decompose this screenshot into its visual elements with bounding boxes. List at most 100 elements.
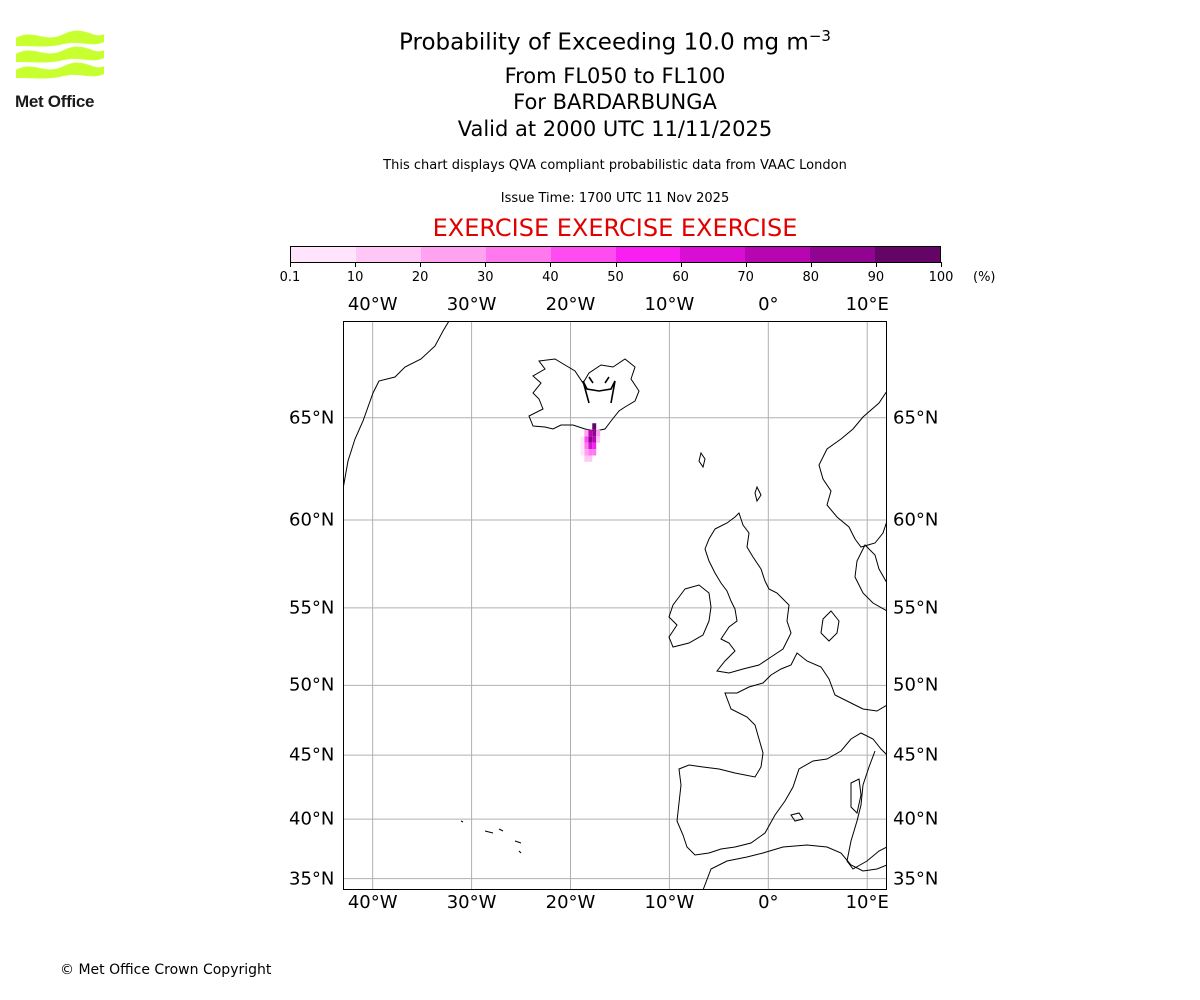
plume-cell <box>588 455 593 462</box>
faroe-coast <box>698 451 706 469</box>
colorbar-segment-9 <box>875 247 941 262</box>
colorbar-tick-label: 30 <box>477 270 494 285</box>
colorbar-tick <box>941 262 942 267</box>
colorbar-tick-label: 60 <box>672 270 689 285</box>
continental-europe-coast <box>676 652 887 856</box>
colorbar <box>290 246 941 263</box>
azores-coast <box>460 820 522 854</box>
colorbar-tick-label: 0.1 <box>279 270 301 285</box>
sweden-coast <box>854 544 887 612</box>
valid-time: Valid at 2000 UTC 11/11/2025 <box>457 117 773 141</box>
plume-cell <box>580 436 585 443</box>
lat-label-left: 55°N <box>289 597 335 619</box>
lat-label-left: 65°N <box>289 407 335 429</box>
plume-cell <box>584 449 589 456</box>
plume-cell <box>596 429 601 437</box>
lon-label-top: 10°W <box>644 294 695 315</box>
colorbar-tick <box>875 262 877 267</box>
colorbar-tick-label: 90 <box>867 270 885 285</box>
lon-label-top: 20°W <box>545 294 596 315</box>
lat-label-left: 60°N <box>289 509 335 531</box>
flight-level-range: From FL050 to FL100 <box>504 64 726 88</box>
north-africa-coast <box>702 844 887 890</box>
colorbar-tick <box>485 262 487 267</box>
lon-label-top: 30°W <box>446 294 497 315</box>
plume-cell <box>592 436 597 443</box>
colorbar-segment-3 <box>485 247 551 262</box>
lat-label-left: 50°N <box>289 674 335 696</box>
colorbar-tick <box>810 262 812 267</box>
lat-label-left: 35°N <box>289 868 335 890</box>
title-superscript: −3 <box>808 27 831 45</box>
plume-cell <box>592 449 597 456</box>
shetland-coast <box>754 485 762 503</box>
colorbar-tick-label: 20 <box>411 270 429 285</box>
lat-label-right: 60°N <box>893 509 939 531</box>
plume-cell <box>592 423 597 430</box>
gridlines <box>343 321 887 890</box>
colorbar-tick <box>290 262 291 267</box>
colorbar-segment-5 <box>615 247 681 262</box>
ash-plume <box>580 423 601 462</box>
colorbar-tick-label: 70 <box>737 270 754 285</box>
plume-cell <box>584 442 589 450</box>
lon-label-top: 0° <box>758 294 779 315</box>
colorbar-tick <box>680 262 682 267</box>
plume-cell <box>584 455 589 462</box>
colorbar-tick <box>550 262 552 267</box>
balearics-coast <box>790 812 804 822</box>
colorbar-tick <box>355 262 357 267</box>
plume-cell <box>596 436 601 443</box>
colorbar-tick <box>420 262 422 267</box>
colorbar-tick <box>745 262 747 267</box>
met-office-logo: Met Office <box>14 30 106 112</box>
sardinia-coast <box>850 778 862 814</box>
ireland-coast <box>668 584 712 648</box>
met-office-wave-icon <box>16 30 104 79</box>
colorbar-tick <box>615 262 617 267</box>
lat-label-left: 40°N <box>289 808 335 830</box>
colorbar-segment-7 <box>745 247 811 262</box>
colorbar-segment-0 <box>291 247 356 262</box>
plume-cell <box>588 449 593 456</box>
map-area <box>343 321 887 890</box>
lon-label-bottom: 10°E <box>845 892 889 913</box>
great-britain-coast <box>704 512 792 674</box>
plume-cell <box>580 442 585 450</box>
colorbar-unit: (%) <box>973 270 996 285</box>
exercise-banner: EXERCISE EXERCISE EXERCISE <box>432 214 798 242</box>
chart-description: This chart displays QVA compliant probab… <box>383 158 847 173</box>
lat-label-right: 40°N <box>893 808 939 830</box>
plume-cell <box>584 436 589 443</box>
lat-label-left: 45°N <box>289 744 335 766</box>
plume-cell <box>584 429 589 437</box>
lat-label-right: 35°N <box>893 868 939 890</box>
lat-label-right: 45°N <box>893 744 939 766</box>
lat-label-right: 55°N <box>893 597 939 619</box>
colorbar-tick-label: 80 <box>802 270 820 285</box>
plume-cell <box>588 429 593 437</box>
volcano-name: For BARDARBUNGA <box>513 90 717 114</box>
plume-cell <box>592 429 597 437</box>
colorbar-segment-4 <box>550 247 616 262</box>
colorbar-segment-2 <box>420 247 486 262</box>
lat-label-right: 50°N <box>893 674 939 696</box>
colorbar-segment-6 <box>680 247 746 262</box>
greenland-coast <box>343 321 450 490</box>
plume-cell <box>588 442 593 450</box>
lon-label-bottom: 10°W <box>644 892 695 913</box>
italy-coast <box>846 750 887 870</box>
colorbar-tick-label: 100 <box>928 270 954 285</box>
lon-label-bottom: 0° <box>758 892 779 913</box>
coastlines <box>343 321 887 890</box>
lon-label-bottom: 20°W <box>545 892 596 913</box>
denmark-coast <box>820 610 840 642</box>
plume-cell <box>592 442 597 450</box>
lon-label-bottom: 30°W <box>446 892 497 913</box>
colorbar-segment-8 <box>810 247 876 262</box>
plume-cell <box>588 436 593 443</box>
map-frame <box>343 321 887 890</box>
lon-label-bottom: 40°W <box>347 892 398 913</box>
chart-title: Probability of Exceeding 10.0 mg m−3 <box>0 27 1200 56</box>
colorbar-segment-1 <box>355 247 421 262</box>
